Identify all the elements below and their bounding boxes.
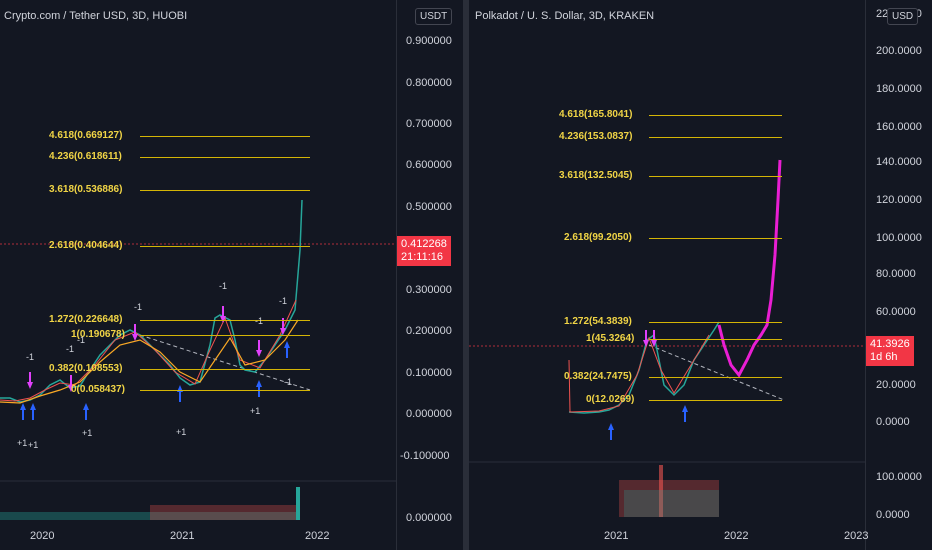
time-tick: 2021 bbox=[604, 530, 629, 542]
right-price-timer: 1d 6h bbox=[870, 351, 898, 363]
price-tick: 0.100000 bbox=[406, 367, 452, 379]
fib-label: 1(45.3264) bbox=[586, 333, 635, 344]
price-tick: 0.500000 bbox=[406, 201, 452, 213]
fib-line-2618 bbox=[649, 238, 782, 239]
price-tick: 100.0000 bbox=[876, 232, 922, 244]
fib-label: 3.618(0.536886) bbox=[49, 184, 123, 195]
fib-label: 0(0.058437) bbox=[71, 384, 125, 395]
right-price-axis[interactable] bbox=[865, 0, 932, 550]
left-price-axis[interactable] bbox=[396, 0, 464, 550]
signal-annotation: -1 bbox=[66, 344, 75, 354]
fib-label: 0.382(0.108553) bbox=[49, 363, 123, 374]
fib-label: 0.382(24.7475) bbox=[564, 371, 632, 382]
right-chart-canvas bbox=[469, 159, 865, 517]
fib-label: 1.272(54.3839) bbox=[564, 316, 632, 327]
fib-line-3618 bbox=[140, 190, 310, 191]
fib-line-2618 bbox=[140, 246, 310, 247]
price-tick: 180.0000 bbox=[876, 83, 922, 95]
volume-tick: 0.000000 bbox=[406, 512, 452, 524]
signal-annotation: -1 bbox=[77, 335, 86, 345]
fib-line-1 bbox=[649, 339, 782, 340]
time-tick: 2022 bbox=[305, 530, 330, 542]
fib-line-0382 bbox=[649, 377, 782, 378]
price-tick: 0.700000 bbox=[406, 118, 452, 130]
fib-label: 1.272(0.226648) bbox=[49, 314, 123, 325]
price-tick: 0.900000 bbox=[406, 35, 452, 47]
fib-line-0 bbox=[140, 390, 310, 391]
left-volume-bars bbox=[0, 487, 300, 520]
price-tick: 0.600000 bbox=[406, 159, 452, 171]
price-tick: 140.0000 bbox=[876, 156, 922, 168]
price-tick: 60.0000 bbox=[876, 306, 916, 318]
price-tick: 0.000000 bbox=[406, 408, 452, 420]
fib-label: 3.618(132.5045) bbox=[559, 170, 633, 181]
fib-line-0382 bbox=[140, 369, 310, 370]
fib-line-4618 bbox=[649, 115, 782, 116]
fib-label: 4.236(0.618611) bbox=[49, 151, 122, 162]
time-tick: 2020 bbox=[30, 530, 55, 542]
price-tick: 0.200000 bbox=[406, 325, 452, 337]
left-price-timer: 21:11:16 bbox=[401, 251, 444, 263]
price-tick: 0.800000 bbox=[406, 77, 452, 89]
left-price-value: 0.412268 bbox=[401, 238, 447, 250]
fib-label: 2.618(0.404644) bbox=[49, 240, 123, 251]
price-tick: 200.0000 bbox=[876, 45, 922, 57]
signal-annotation: -1 bbox=[284, 377, 293, 387]
price-tick: 0.300000 bbox=[406, 284, 452, 296]
fib-line-1 bbox=[140, 335, 310, 336]
price-tick: 20.0000 bbox=[876, 379, 916, 391]
time-tick: 2023 bbox=[844, 530, 869, 542]
fib-line-0 bbox=[649, 400, 782, 401]
price-tick: -0.100000 bbox=[400, 450, 450, 462]
fib-line-3618 bbox=[649, 176, 782, 177]
signal-annotation: -1 bbox=[279, 296, 288, 306]
time-tick: 2021 bbox=[170, 530, 195, 542]
time-tick: 2022 bbox=[724, 530, 749, 542]
price-tick: 120.0000 bbox=[876, 194, 922, 206]
left-chart-panel[interactable]: Crypto.com / Tether USD, 3D, HUOBI 4.618… bbox=[0, 0, 463, 550]
panel-divider[interactable] bbox=[463, 0, 469, 550]
right-price-value: 41.3926 bbox=[870, 338, 910, 350]
price-tick: 0.0000 bbox=[876, 416, 910, 428]
signal-annotation: -1 bbox=[134, 302, 143, 312]
price-tick: 80.0000 bbox=[876, 268, 916, 280]
signal-annotation: -1 bbox=[255, 316, 264, 326]
left-chart-canvas bbox=[0, 199, 396, 520]
signal-annotation: +1 bbox=[17, 438, 28, 448]
left-chart-title: Crypto.com / Tether USD, 3D, HUOBI bbox=[4, 10, 188, 22]
right-price-badge: 41.3926 1d 6h bbox=[866, 336, 914, 366]
right-chart-title: Polkadot / U. S. Dollar, 3D, KRAKEN bbox=[475, 10, 655, 22]
left-currency-button[interactable]: USDT bbox=[415, 8, 453, 25]
right-chart-panel[interactable]: Polkadot / U. S. Dollar, 3D, KRAKEN 4.61… bbox=[469, 0, 932, 550]
volume-tick: 100.0000 bbox=[876, 471, 922, 483]
fib-label: 2.618(99.2050) bbox=[564, 232, 632, 243]
fib-line-1272 bbox=[140, 320, 310, 321]
fib-label: 0(12.0269) bbox=[586, 394, 635, 405]
fib-label: 4.618(0.669127) bbox=[49, 130, 123, 141]
left-price-badge: 0.412268 21:11:16 bbox=[397, 236, 451, 266]
volume-tick: 0.0000 bbox=[876, 509, 910, 521]
fib-line-4618 bbox=[140, 136, 310, 137]
signal-annotation: -1 bbox=[219, 281, 228, 291]
signal-annotation: +1 bbox=[28, 440, 39, 450]
signal-annotation: +1 bbox=[176, 427, 187, 437]
right-currency-button[interactable]: USD bbox=[887, 8, 919, 25]
signal-annotation: +1 bbox=[250, 406, 261, 416]
signal-annotation: +1 bbox=[82, 428, 93, 438]
price-tick: 160.0000 bbox=[876, 121, 922, 133]
fib-line-1272 bbox=[649, 322, 782, 323]
right-volume-bars bbox=[619, 465, 719, 517]
fib-label: 4.618(165.8041) bbox=[559, 109, 633, 120]
signal-annotation: -1 bbox=[26, 352, 35, 362]
fib-label: 1(0.190678) bbox=[71, 329, 125, 340]
fib-line-4236 bbox=[649, 137, 782, 138]
fib-label: 4.236(153.0837) bbox=[559, 131, 633, 142]
fib-line-4236 bbox=[140, 157, 310, 158]
